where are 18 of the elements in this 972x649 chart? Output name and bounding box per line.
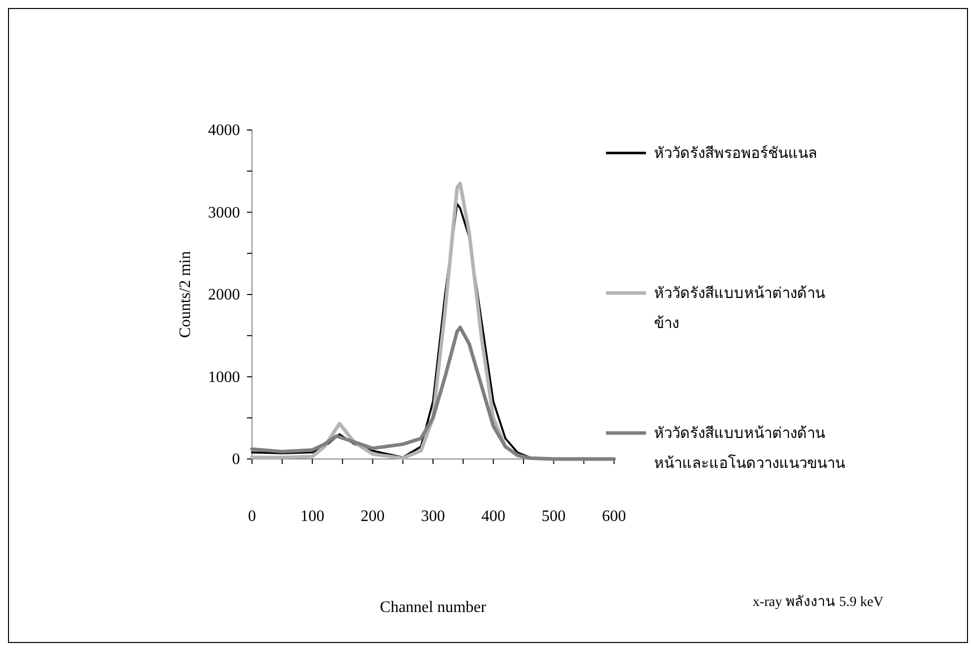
y-axis-title: Counts/2 min — [177, 251, 194, 338]
legend-label: หัววัดรังสีพรอพอร์ชันแนล — [654, 145, 817, 162]
x-axis-title: Channel number — [380, 599, 487, 616]
x-tick-label: 600 — [602, 508, 626, 525]
y-tick-label: 0 — [232, 451, 240, 468]
x-tick-label: 100 — [300, 508, 324, 525]
x-tick-label: 500 — [542, 508, 566, 525]
x-tick-label: 400 — [481, 508, 506, 525]
text: x-ray พลังงาน 5.9 keV — [752, 595, 884, 610]
x-tick-label: 300 — [421, 508, 445, 525]
legend-label: หัววัดรังสีแบบหน้าต่างด้านข้าง — [654, 285, 825, 332]
y-tick-label: 1000 — [208, 368, 240, 386]
x-tick-label: 200 — [360, 508, 385, 525]
legend-label: หัววัดรังสีแบบหน้าต่างด้านหน้าและแอโนดวางแนวขนาน — [654, 425, 845, 472]
x-tick-label: 0 — [248, 508, 256, 525]
y-tick-label: 3000 — [208, 204, 240, 222]
y-tick-label: 4000 — [208, 122, 240, 139]
y-tick-label: 2000 — [208, 286, 240, 304]
